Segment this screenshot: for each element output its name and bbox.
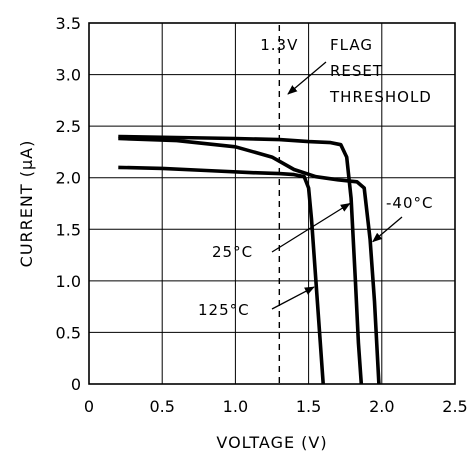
label-minus40c: -40°C <box>386 194 433 212</box>
x-tick-label: 1.0 <box>223 397 248 416</box>
flag-arrow <box>287 61 327 95</box>
label-125c: 125°C <box>198 301 250 319</box>
flag-reset-threshold-line-3: THRESHOLD <box>329 88 432 106</box>
y-axis-title: CURRENT (μA) <box>17 140 36 268</box>
arrow-minus40c <box>372 216 403 243</box>
label-25c: 25°C <box>212 243 253 261</box>
x-tick-label: 1.5 <box>296 397 321 416</box>
y-tick-labels: 0 0.5 1.0 1.5 2.0 2.5 3.0 3.5 <box>56 14 81 394</box>
x-tick-label: 0.5 <box>149 397 174 416</box>
y-tick-label: 3.0 <box>56 66 81 85</box>
arrow-25c <box>271 202 351 253</box>
series-line <box>118 134 364 385</box>
x-tick-label: 2.0 <box>369 397 394 416</box>
threshold-label: 1.3V <box>260 36 298 54</box>
plot-frame <box>88 22 456 385</box>
x-tick-labels: 0 0.5 1.0 1.5 2.0 2.5 <box>84 397 468 416</box>
y-tick-label: 3.5 <box>56 14 81 33</box>
y-tick-label: 0.5 <box>56 323 81 342</box>
y-tick-label: 0 <box>71 375 81 394</box>
y-tick-label: 1.5 <box>56 220 81 239</box>
x-axis-title: VOLTAGE (V) <box>216 433 327 452</box>
arrow-125c <box>271 286 315 310</box>
y-tick-label: 1.0 <box>56 272 81 291</box>
y-tick-label: 2.5 <box>56 117 81 136</box>
x-tick-label: 0 <box>84 397 94 416</box>
series-line <box>118 136 381 385</box>
y-tick-label: 2.0 <box>56 169 81 188</box>
flag-reset-threshold-line-1: FLAG <box>330 36 373 54</box>
series-group <box>118 134 381 385</box>
x-tick-label: 2.5 <box>442 397 467 416</box>
flag-reset-threshold-line-2: RESET <box>330 62 383 80</box>
series-line <box>118 165 325 385</box>
